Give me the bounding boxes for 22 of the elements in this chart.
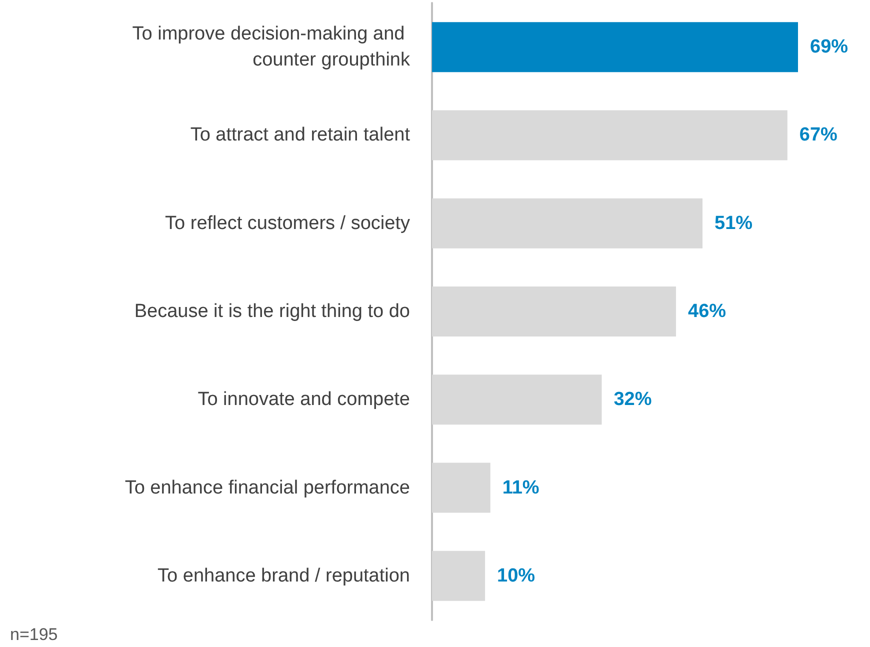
bar: [432, 462, 490, 513]
data-label: 32%: [614, 389, 652, 410]
bar: [432, 110, 788, 160]
bar: [432, 22, 798, 72]
y-tick-label: To improve decision-making and counter groupthink: [132, 24, 410, 71]
text: n=195: [10, 625, 58, 644]
bar: [432, 550, 486, 601]
data-label: 11%: [502, 477, 540, 498]
bar: [432, 286, 676, 336]
y-tick-label: To attract and retain talent: [190, 124, 411, 146]
data-label: 46%: [688, 301, 726, 322]
data-label: 51%: [714, 212, 753, 234]
y-tick-label: To enhance financial performance: [124, 477, 410, 498]
y-tick-label: Because it is the right thing to do: [134, 301, 410, 322]
data-label: 10%: [497, 565, 536, 586]
y-tick-label: To enhance brand / reputation: [158, 565, 410, 586]
y-tick-label: To reflect customers / society: [165, 212, 410, 234]
data-label: 69%: [810, 36, 848, 58]
bar: [432, 198, 703, 248]
y-tick-label: To innovate and compete: [198, 389, 410, 410]
bar: [432, 374, 602, 425]
data-label: 67%: [799, 124, 838, 146]
